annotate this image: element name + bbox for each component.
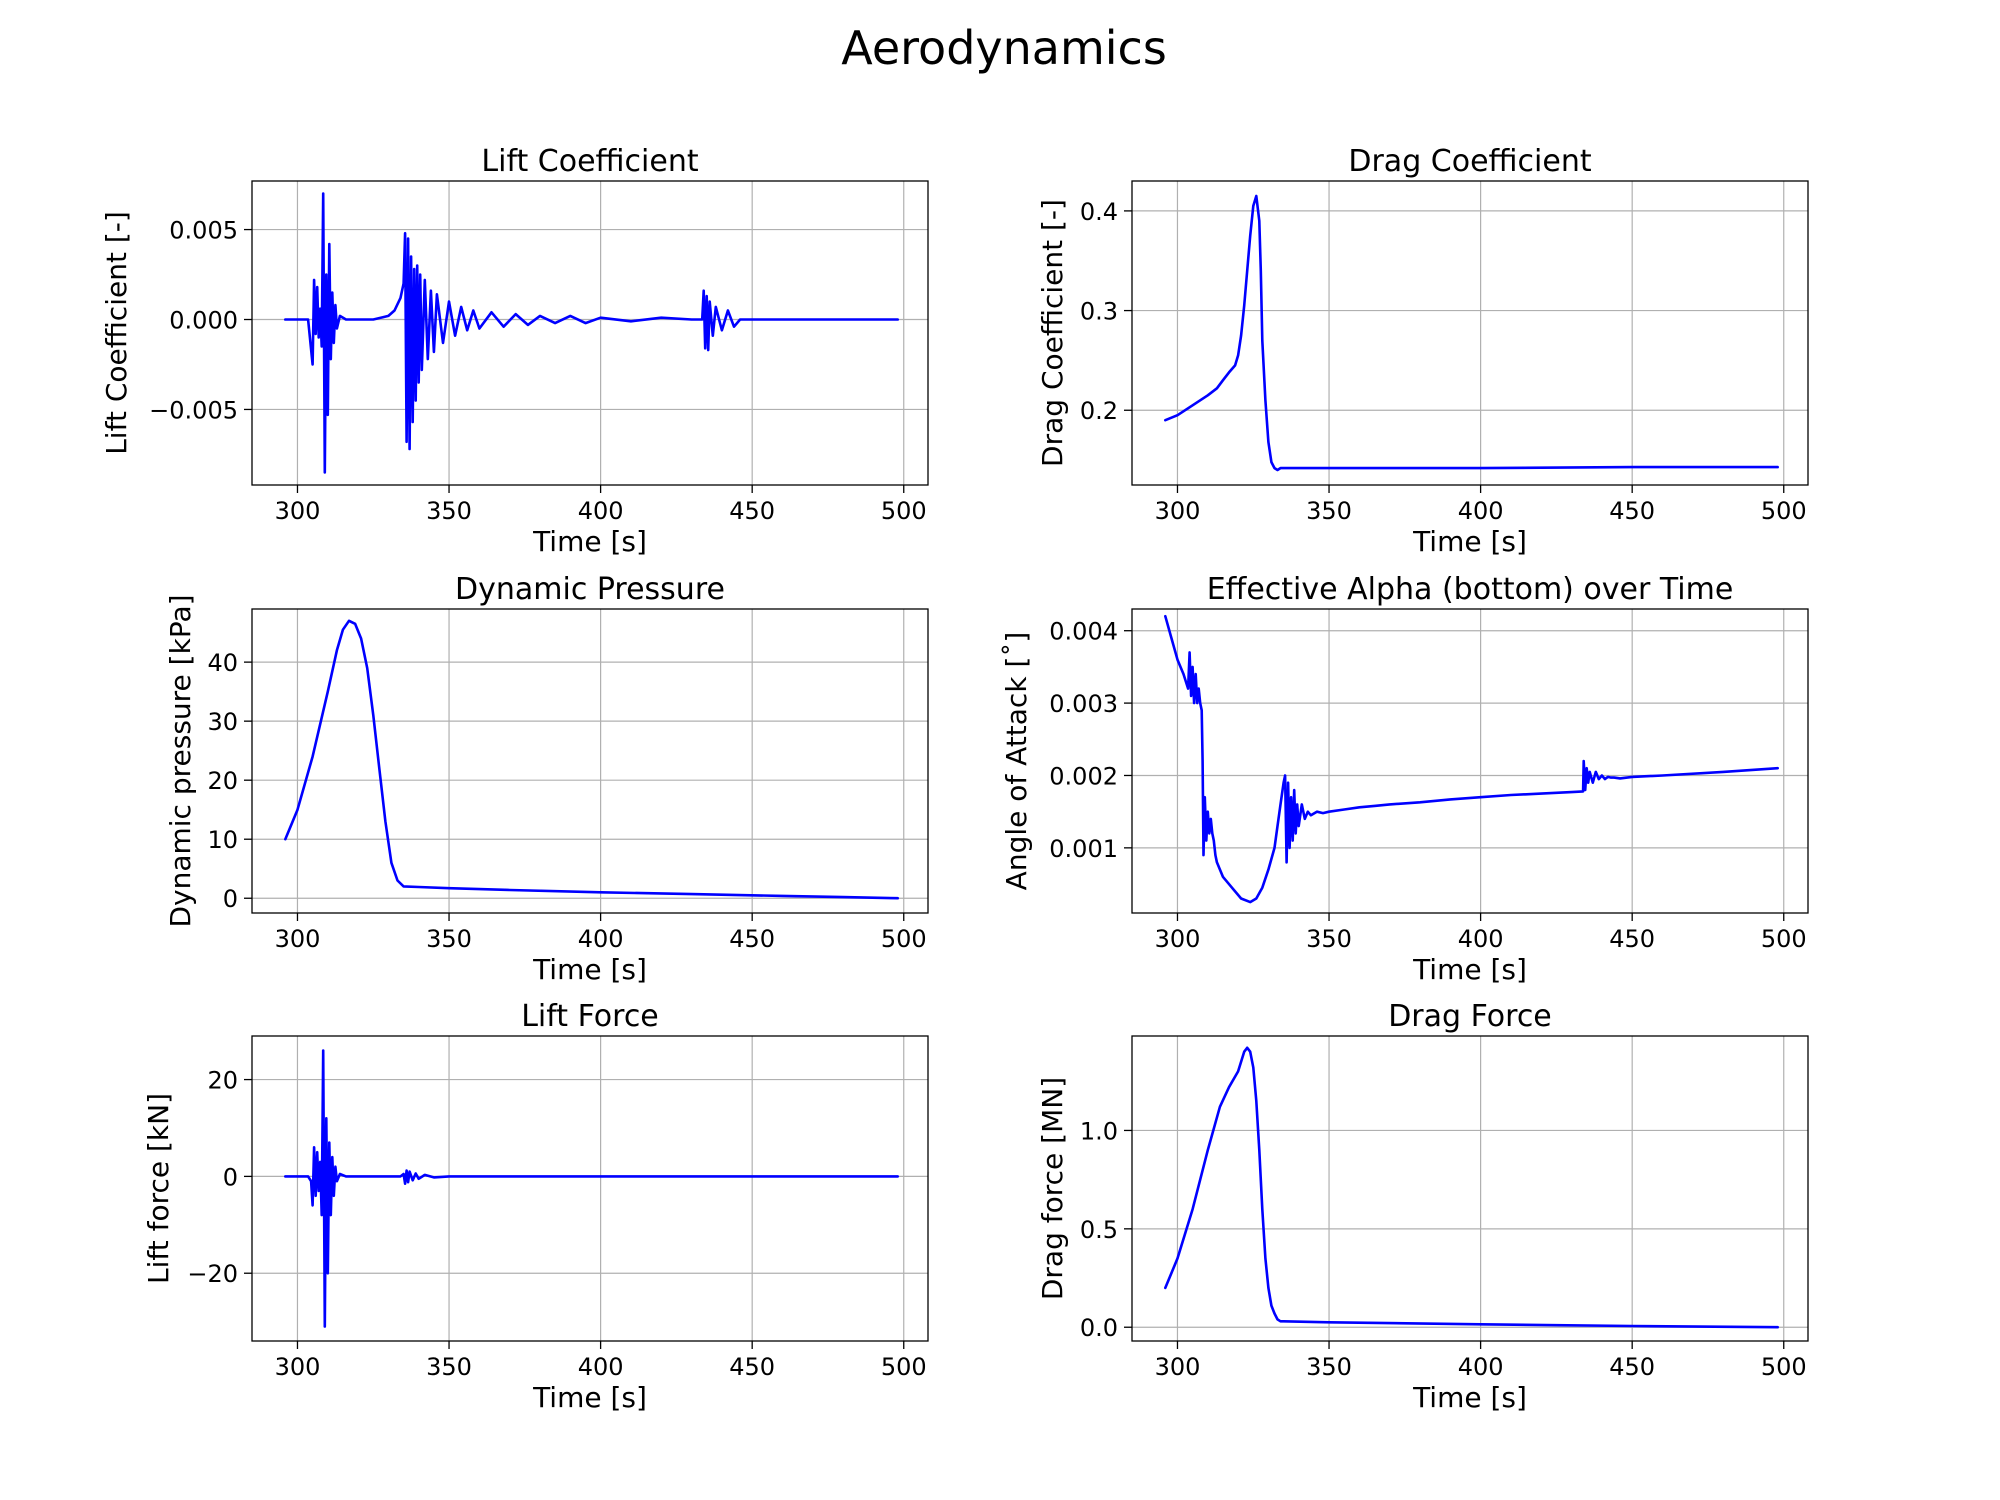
axes-title: Drag Force [1388, 999, 1552, 1034]
axes-frame [1131, 180, 1809, 486]
x-tick-label: 300 [275, 1353, 321, 1381]
axes-frame [251, 180, 929, 486]
x-tick-label: 400 [1458, 1353, 1504, 1381]
axes-frame [251, 1035, 929, 1342]
y-tick-label: 0.002 [1049, 762, 1118, 790]
drag-coefficient-axes: 300 350 400 450 500 0.2 0.3 0.4 Drag Coefficient… [1036, 144, 1809, 558]
x-axis-label: Time [s] [532, 953, 647, 986]
x-axis-label: Time [s] [1412, 953, 1527, 986]
y-tick-label: 0.003 [1049, 690, 1118, 718]
axes-title: Effective Alpha (bottom) over Time [1207, 572, 1734, 607]
lift-coefficient-axes: 300 350 400 450 500 −0.005 0.000 0.005 Lift Coef… [100, 144, 929, 558]
drag-force-axes: 300 350 400 450 500 0.0 0.5 1.0 Drag Force Time [… [1036, 999, 1809, 1414]
x-tick-label: 350 [1306, 1353, 1352, 1381]
figure-title: Aerodynamics [841, 21, 1167, 75]
lift-coefficient-series-line [283, 192, 900, 474]
x-tick-label: 350 [1306, 497, 1352, 525]
x-tick-label: 400 [578, 925, 624, 953]
x-tick-label: 500 [881, 1353, 927, 1381]
x-tick-label: 400 [578, 1353, 624, 1381]
y-tick-label: 1.0 [1080, 1117, 1118, 1145]
x-tick-label: 350 [426, 497, 472, 525]
axes-frame [1131, 1035, 1809, 1342]
x-tick-label: 300 [275, 497, 321, 525]
y-tick-label: 0.2 [1080, 397, 1118, 425]
x-tick-label: 400 [1458, 925, 1504, 953]
x-tick-label: 450 [1609, 925, 1655, 953]
y-tick-label: 20 [207, 767, 238, 795]
drag-coefficient-series-line [1164, 194, 1779, 472]
x-tick-label: 400 [578, 497, 624, 525]
dynamic-pressure-axes: 300 350 400 450 500 0 10 20 30 40 Dynamic Pressure… [164, 572, 929, 986]
y-tick-label: 0 [223, 885, 238, 913]
x-tick-label: 300 [1155, 497, 1201, 525]
x-tick-label: 350 [426, 925, 472, 953]
x-tick-label: 450 [1609, 497, 1655, 525]
y-tick-label: 30 [207, 708, 238, 736]
effective-alpha-series-line [1164, 614, 1779, 904]
x-axis-label: Time [s] [532, 525, 647, 558]
x-tick-label: 300 [1155, 925, 1201, 953]
x-axis-label: Time [s] [532, 1381, 647, 1414]
x-tick-label: 450 [1609, 1353, 1655, 1381]
y-axis-label: Lift Coefficient [-] [100, 211, 133, 455]
x-axis-label: Time [s] [1412, 1381, 1527, 1414]
lift-force-axes: 300 350 400 450 500 −20 0 20 Lift Force Time [s] L… [142, 999, 929, 1414]
axes-title: Dynamic Pressure [455, 572, 725, 607]
y-axis-label: Lift force [kN] [142, 1093, 175, 1284]
x-tick-label: 500 [1761, 1353, 1807, 1381]
x-tick-label: 300 [1155, 1353, 1201, 1381]
x-tick-label: 450 [729, 925, 775, 953]
axes-frame [1131, 608, 1809, 914]
y-tick-label: 0.001 [1049, 835, 1118, 863]
y-tick-label: 10 [207, 826, 238, 854]
x-tick-label: 450 [729, 497, 775, 525]
y-tick-label: 0.0 [1080, 1314, 1118, 1342]
axes-title: Lift Coefficient [481, 144, 698, 179]
x-tick-label: 350 [426, 1353, 472, 1381]
x-tick-label: 500 [1761, 497, 1807, 525]
y-tick-label: 0.3 [1080, 298, 1118, 326]
lift-force-series-line [283, 1049, 900, 1328]
y-tick-label: 0.004 [1049, 618, 1118, 646]
x-tick-label: 500 [881, 497, 927, 525]
y-tick-label: 0.5 [1080, 1216, 1118, 1244]
x-tick-label: 450 [729, 1353, 775, 1381]
y-tick-label: 40 [207, 649, 238, 677]
y-tick-label: 0.4 [1080, 198, 1118, 226]
y-tick-label: 20 [207, 1067, 238, 1095]
y-axis-label: Drag Coefficient [-] [1036, 199, 1069, 467]
y-tick-label: 0.005 [169, 217, 238, 245]
x-tick-label: 400 [1458, 497, 1504, 525]
axes-title: Drag Coefficient [1348, 144, 1591, 179]
y-tick-label: −20 [187, 1260, 238, 1288]
x-tick-label: 300 [275, 925, 321, 953]
x-tick-label: 500 [1761, 925, 1807, 953]
y-tick-label: 0.000 [169, 307, 238, 335]
y-axis-label: Dynamic pressure [kPa] [164, 594, 197, 927]
y-tick-label: −0.005 [149, 396, 238, 424]
x-axis-label: Time [s] [1412, 525, 1527, 558]
drag-force-series-line [1164, 1046, 1779, 1329]
y-axis-label: Drag force [MN] [1036, 1077, 1069, 1300]
x-tick-label: 350 [1306, 925, 1352, 953]
x-tick-label: 500 [881, 925, 927, 953]
axes-title: Lift Force [521, 999, 659, 1034]
y-tick-label: 0 [223, 1163, 238, 1191]
axes-frame [251, 608, 929, 914]
effective-alpha-axes: 300 350 400 450 500 0.001 0.002 0.003 0.004 Effec… [1000, 572, 1809, 986]
dynamic-pressure-series-line [283, 619, 900, 900]
y-axis-label: Angle of Attack [˚] [1000, 632, 1033, 891]
